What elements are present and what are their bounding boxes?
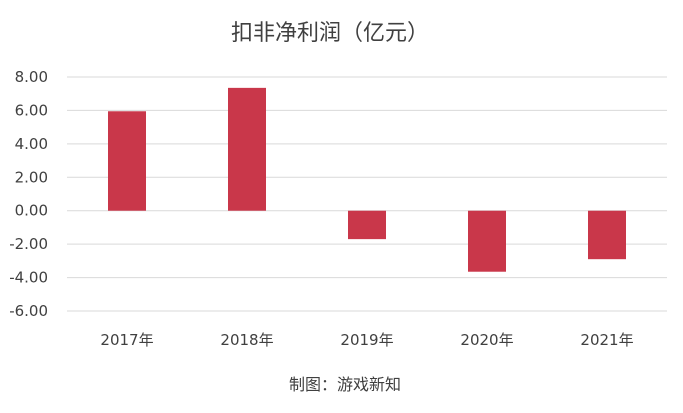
x-category-label: 2019年: [340, 331, 393, 349]
x-category-label: 2020年: [460, 331, 513, 349]
x-category-label: 2021年: [580, 331, 633, 349]
y-axis-ticks: 8.00 6.00 4.00 2.00 0.00 -2.00 -4.00 -6.00: [9, 68, 48, 320]
y-tick-label: 8.00: [15, 68, 48, 86]
y-tick-label: -2.00: [9, 235, 48, 253]
bars: [108, 87, 626, 272]
chart-title: 扣非净利润（亿元）: [231, 21, 429, 46]
y-tick-label: 4.00: [15, 135, 48, 153]
y-tick-label: -6.00: [9, 302, 48, 320]
y-tick-label: 2.00: [15, 168, 48, 186]
x-axis-categories: 2017年 2018年 2019年 2020年 2021年: [100, 331, 633, 349]
gridlines: [67, 76, 667, 312]
y-tick-label: 0.00: [15, 202, 48, 220]
x-category-label: 2018年: [220, 331, 273, 349]
bar: [228, 87, 266, 211]
bar: [348, 210, 386, 240]
bar: [468, 210, 506, 272]
x-category-label: 2017年: [100, 331, 153, 349]
y-tick-label: 6.00: [15, 101, 48, 119]
chart-credit: 制图：游戏新知: [289, 375, 401, 394]
y-tick-label: -4.00: [9, 269, 48, 287]
bar: [588, 210, 626, 260]
bar: [108, 111, 146, 211]
